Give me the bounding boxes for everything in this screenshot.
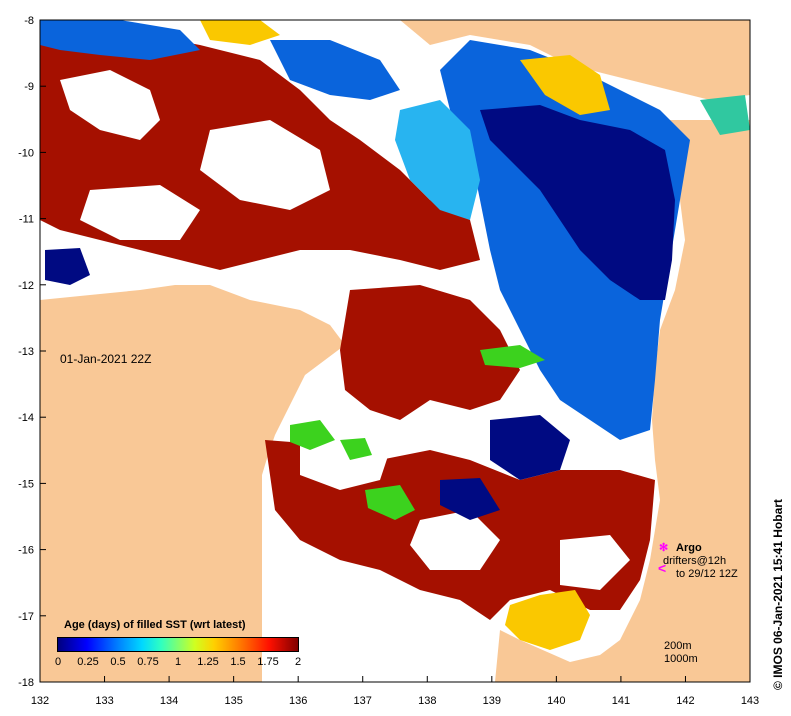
credit-text: © IMOS 06-Jan-2021 15:41 Hobart xyxy=(771,499,785,690)
sst-green-4 xyxy=(340,438,372,460)
sst-darkblue-east xyxy=(480,105,675,300)
date-label: 01-Jan-2021 22Z xyxy=(60,352,152,366)
sst-darkblue-gulf-2 xyxy=(440,478,500,520)
drifters-line1: drifters@12h xyxy=(663,555,727,567)
sst-white-gulf-2 xyxy=(410,510,500,570)
legend-tick-label: 1.5 xyxy=(230,656,246,668)
sst-green-3 xyxy=(480,345,545,368)
y-tick-label: -13 xyxy=(18,346,34,358)
legend-tick-label: 0.75 xyxy=(137,656,159,668)
sst-green-1 xyxy=(290,420,335,450)
sst-white-lower xyxy=(80,185,200,240)
argo-legend: Argo drifters@12h to 29/12 12Z xyxy=(658,542,738,581)
sst-darkblue-west xyxy=(45,248,90,285)
x-tick-label: 139 xyxy=(483,695,501,707)
sst-cyan-east xyxy=(395,100,480,220)
y-tick-label: -17 xyxy=(18,611,34,623)
y-tick-label: -12 xyxy=(18,280,34,292)
y-tick-label: -11 xyxy=(19,214,34,226)
x-axis: 132 133 134 135 136 137 138 139 140 141 142 143 xyxy=(31,676,759,707)
legend-tick-label: 1 xyxy=(174,656,182,668)
y-tick-label: -10 xyxy=(18,147,34,159)
x-tick-label: 135 xyxy=(224,695,242,707)
legend-tick-label: 1.25 xyxy=(197,656,219,668)
legend-tick-label: 2 xyxy=(294,656,302,668)
argo-marker-icon: ✻ xyxy=(659,542,669,554)
x-tick-label: 134 xyxy=(160,695,178,707)
drifter-arrow-icon: < xyxy=(658,560,667,576)
legend-tick-label: 0.25 xyxy=(77,656,99,668)
x-tick-label: 136 xyxy=(289,695,307,707)
legend-tick-label: 1.75 xyxy=(257,656,279,668)
x-tick-label: 142 xyxy=(676,695,694,707)
land-cape-york xyxy=(495,120,750,682)
legend-title: Age (days) of filled SST (wrt latest) xyxy=(64,619,246,631)
sst-teal-ne xyxy=(700,95,750,135)
contour-200m: 200m xyxy=(664,640,692,652)
x-tick-label: 141 xyxy=(612,695,630,707)
contour-key: 200m 1000m xyxy=(664,640,698,666)
sst-red-gulf-upper xyxy=(340,285,520,420)
y-tick-label: -9 xyxy=(24,81,34,93)
sst-white-mid xyxy=(200,120,330,210)
legend-colorbar xyxy=(57,637,299,652)
sst-darkblue-gulf xyxy=(490,415,570,480)
land-nt xyxy=(40,285,345,682)
argo-label: Argo xyxy=(676,542,702,554)
sst-white-gulf-3 xyxy=(560,535,630,590)
y-axis: -8 -9 -10 -11 -12 -13 -14 -15 -16 -17 -18 xyxy=(18,15,46,689)
sst-blue-northwest xyxy=(40,20,200,60)
y-tick-label: -8 xyxy=(24,15,34,27)
x-tick-label: 133 xyxy=(95,695,113,707)
x-tick-label: 140 xyxy=(547,695,565,707)
x-tick-label: 138 xyxy=(418,695,436,707)
legend-tick-label: 0.5 xyxy=(110,656,126,668)
sst-yellow-south xyxy=(505,590,590,650)
sst-green-2 xyxy=(365,485,415,520)
y-tick-label: -14 xyxy=(18,412,34,424)
sst-yellow-north xyxy=(200,20,280,45)
sst-blue-north-mid xyxy=(270,40,400,100)
x-tick-label: 137 xyxy=(354,695,372,707)
x-tick-label: 143 xyxy=(741,695,759,707)
x-tick-label: 132 xyxy=(31,695,49,707)
drifters-line2: to 29/12 12Z xyxy=(676,568,738,580)
y-tick-label: -18 xyxy=(18,677,34,689)
legend-tick-label: 0 xyxy=(54,656,62,668)
sst-white-west xyxy=(60,70,160,140)
y-tick-label: -15 xyxy=(18,478,34,490)
y-tick-label: -16 xyxy=(18,545,34,557)
contour-1000m: 1000m xyxy=(664,653,698,665)
sst-yellow-ne xyxy=(520,55,610,115)
